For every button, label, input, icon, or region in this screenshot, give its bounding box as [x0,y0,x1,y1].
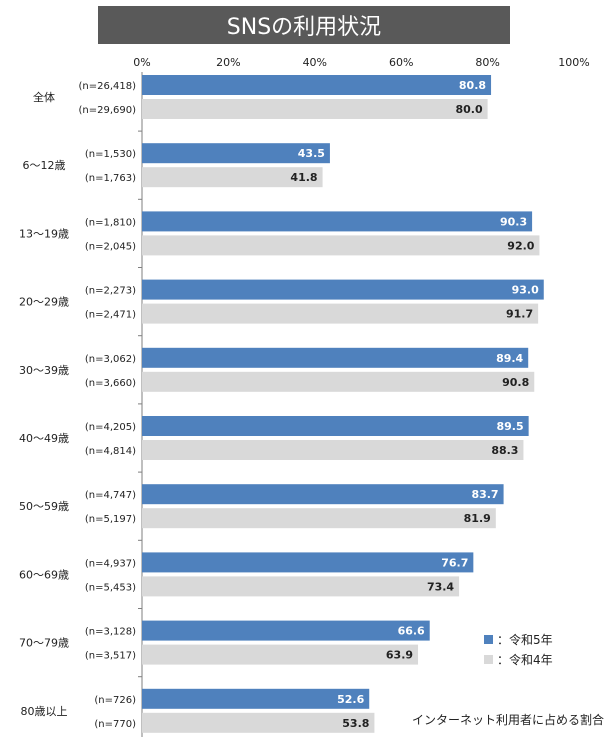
legend-item-r4: ：令和4年 [484,649,553,669]
x-tick-label: 60% [389,56,413,69]
bar-令和4年 [142,508,496,529]
category-label: 60～69歳 [19,568,69,581]
bar-value-label: 90.3 [500,215,527,228]
x-tick-label: 0% [133,56,150,69]
legend-swatch-r4 [484,654,493,664]
bar-value-label: 43.5 [298,147,325,160]
bar-令和5年 [142,143,330,164]
bar-令和4年 [142,712,375,733]
category-label: 6～12歳 [23,159,66,172]
bar-value-label: 83.7 [471,488,498,501]
bar-令和4年 [142,576,460,597]
bar-令和5年 [142,688,370,709]
category-label: 全体 [33,90,55,104]
bar-令和4年 [142,235,540,256]
bar-令和5年 [142,416,529,436]
bar-令和4年 [142,167,323,188]
bar-value-label: 80.8 [459,79,486,92]
bar-value-label: 88.3 [491,444,518,457]
category-label: 20～29歳 [19,296,69,309]
bar-令和4年 [142,99,488,119]
bar-令和4年 [142,371,535,392]
sample-size-label: (n=1,763) [85,173,136,184]
bar-value-label: 63.9 [386,649,413,662]
sample-size-label: (n=4,747) [85,490,136,501]
bar-value-label: 93.0 [512,284,539,297]
bar-令和5年 [142,552,474,573]
bar-value-label: 91.7 [506,308,533,321]
category-label: 40～49歳 [19,432,69,445]
bar-value-label: 81.9 [464,512,491,525]
legend: ：令和5年 ：令和4年 [484,629,553,669]
x-tick-label: 100% [558,56,589,69]
x-tick-label: 20% [216,56,240,69]
sample-size-label: (n=3,062) [85,354,136,365]
legend-label-r5: ：令和5年 [497,632,553,647]
bar-value-label: 41.8 [290,171,317,184]
bar-value-label: 52.6 [337,693,364,706]
bar-令和5年 [142,484,504,505]
bar-令和5年 [142,347,529,368]
bar-value-label: 80.0 [455,103,482,116]
bar-令和4年 [142,644,419,665]
sample-size-label: (n=4,205) [85,422,136,433]
bar-value-label: 89.5 [496,420,523,433]
sample-size-label: (n=2,273) [85,286,136,297]
legend-swatch-r5 [484,634,493,644]
category-label: 70～79歳 [19,637,69,650]
x-tick-label: 40% [303,56,327,69]
bar-令和4年 [142,440,524,460]
sample-size-label: (n=4,937) [85,558,136,569]
bar-value-label: 53.8 [342,717,369,730]
sample-size-label: (n=1,530) [85,149,136,160]
category-label: 13～19歳 [19,227,69,240]
x-tick-label: 80% [475,56,499,69]
category-label: 80歳以上 [21,705,68,718]
bar-value-label: 73.4 [427,580,454,593]
sample-size-label: (n=3,660) [85,378,136,389]
bar-令和5年 [142,620,430,641]
legend-item-r5: ：令和5年 [484,629,553,649]
bar-令和5年 [142,279,544,300]
bar-value-label: 76.7 [441,556,468,569]
bar-value-label: 66.6 [398,625,425,638]
bar-value-label: 90.8 [502,376,529,389]
sample-size-label: (n=3,517) [85,651,136,662]
sample-size-label: (n=2,045) [85,241,136,252]
sample-size-label: (n=26,418) [78,81,136,92]
bar-value-label: 89.4 [496,352,523,365]
bar-令和5年 [142,75,492,95]
bar-令和4年 [142,303,539,324]
sample-size-label: (n=5,453) [85,582,136,593]
sample-size-label: (n=770) [94,719,136,730]
sample-size-label: (n=3,128) [85,627,136,638]
chart-title: SNSの利用状況 [98,6,510,44]
legend-label-r4: ：令和4年 [497,652,553,667]
category-label: 30～39歳 [19,364,69,377]
sample-size-label: (n=4,814) [85,446,136,457]
sample-size-label: (n=5,197) [85,514,136,525]
chart-note: インターネット利用者に占める割合 [411,713,604,727]
sample-size-label: (n=1,810) [85,217,136,228]
sample-size-label: (n=2,471) [85,310,136,321]
bar-令和5年 [142,211,533,232]
sample-size-label: (n=726) [94,695,136,706]
sample-size-label: (n=29,690) [78,105,136,116]
bar-value-label: 92.0 [507,239,534,252]
category-label: 50～59歳 [19,500,69,513]
